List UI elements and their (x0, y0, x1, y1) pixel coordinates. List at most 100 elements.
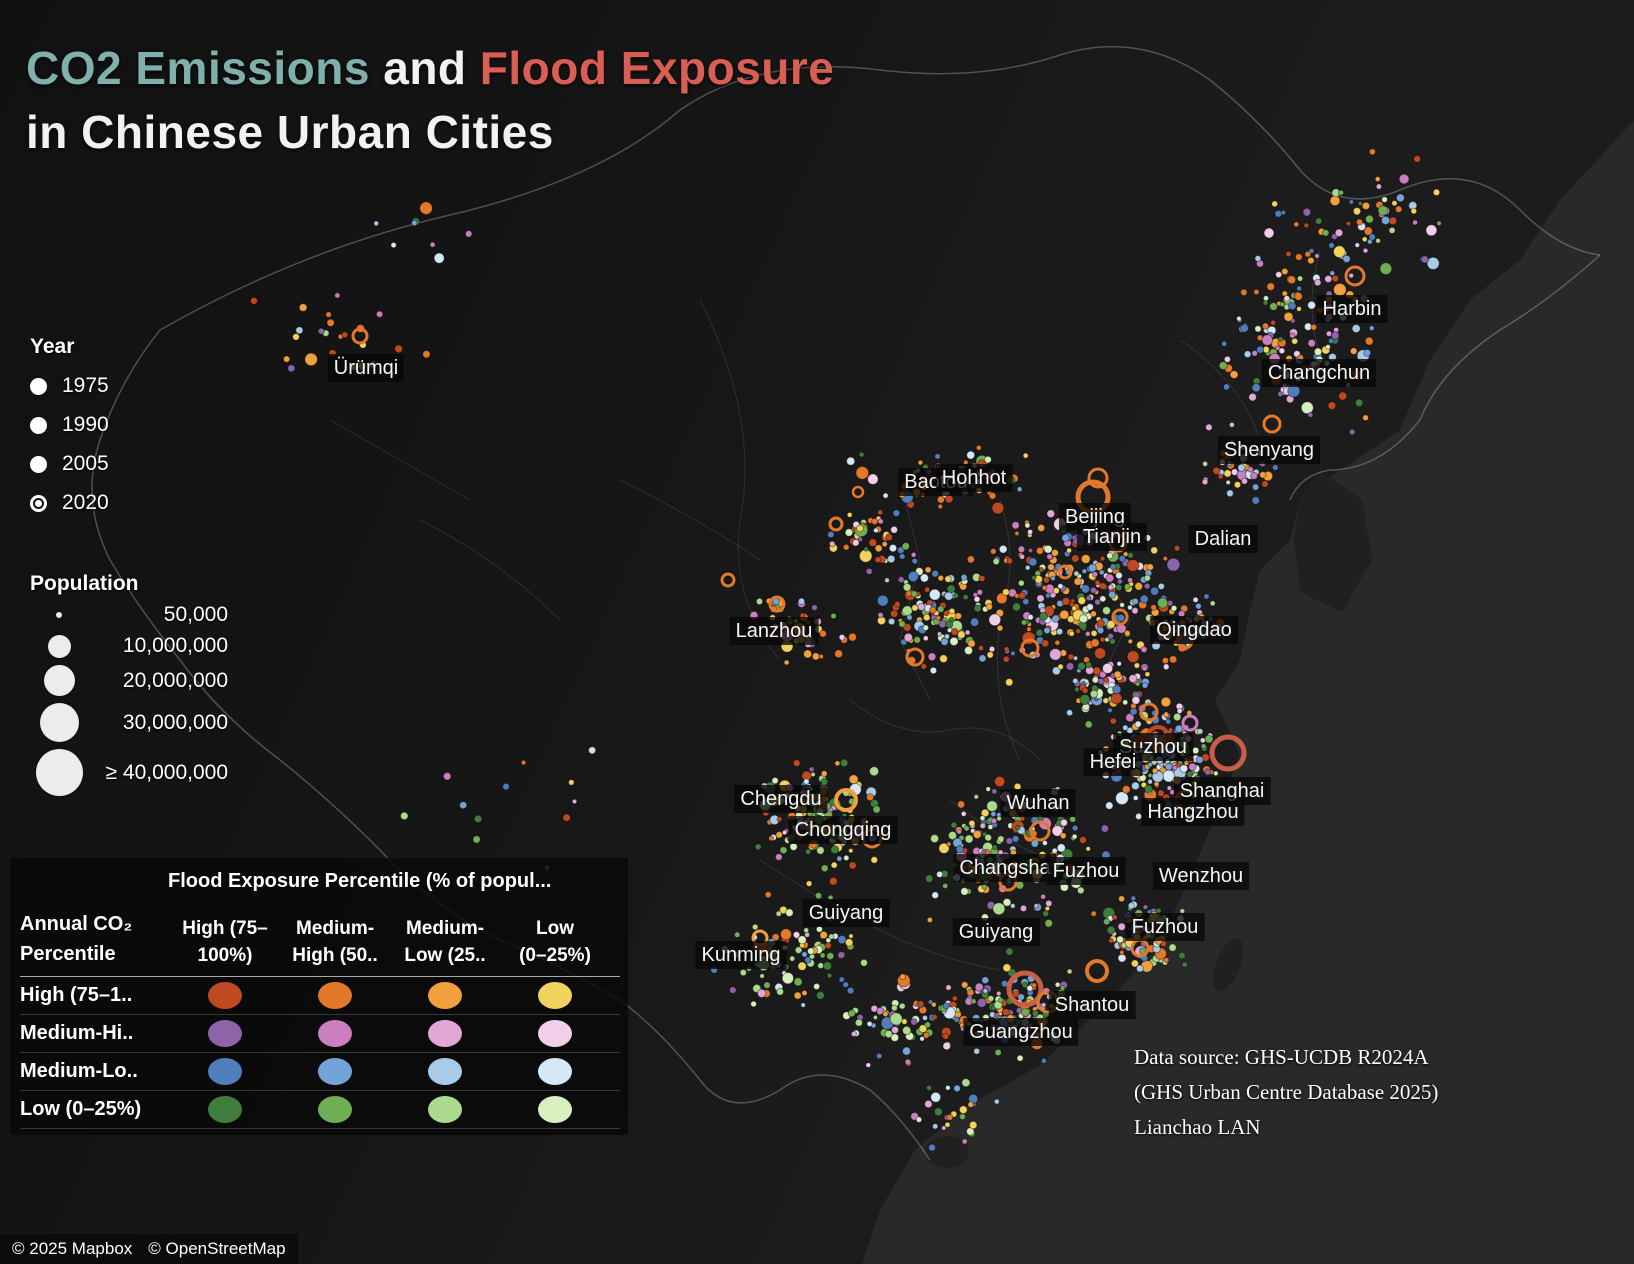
city-dot[interactable] (1141, 925, 1148, 932)
city-dot[interactable] (298, 303, 308, 312)
city-dot[interactable] (979, 815, 986, 822)
city-dot[interactable] (1277, 365, 1285, 374)
city-dot[interactable] (1005, 801, 1012, 808)
city-dot[interactable] (1028, 860, 1037, 870)
city-dot[interactable] (1009, 903, 1016, 909)
city-dot[interactable] (830, 845, 840, 855)
city-dot[interactable] (887, 617, 896, 626)
legend-swatch-r3-c2[interactable] (390, 1096, 500, 1123)
city-dot[interactable] (1262, 295, 1270, 302)
city-dot[interactable] (819, 787, 829, 796)
city-dot[interactable] (822, 961, 833, 971)
city-dot[interactable] (1081, 568, 1088, 575)
city-dot[interactable] (1147, 778, 1153, 785)
city-dot[interactable] (927, 477, 935, 485)
city-dot[interactable] (931, 569, 940, 578)
city-dot[interactable] (848, 632, 857, 642)
city-dot[interactable] (1201, 478, 1209, 486)
city-dot[interactable] (815, 807, 825, 816)
city-dot[interactable] (949, 636, 959, 647)
city-dot[interactable] (1046, 553, 1053, 561)
city-dot[interactable] (1151, 767, 1159, 775)
city-dot[interactable] (1105, 573, 1115, 583)
city-dot[interactable] (792, 931, 801, 939)
city-dot[interactable] (982, 988, 989, 994)
city-dot[interactable] (941, 1125, 947, 1131)
city-dot[interactable] (922, 1031, 930, 1039)
city-dot[interactable] (912, 488, 922, 497)
city-dot[interactable] (1118, 554, 1126, 563)
city-dot[interactable] (942, 1041, 952, 1051)
city-dot[interactable] (928, 588, 941, 601)
city-dot[interactable] (1398, 173, 1410, 185)
city-dot[interactable] (988, 491, 997, 500)
city-dot[interactable] (1071, 605, 1078, 612)
city-dot[interactable] (419, 201, 433, 215)
city-dot[interactable] (754, 843, 762, 851)
city-dot[interactable] (1240, 288, 1248, 297)
city-dot[interactable] (797, 935, 807, 945)
city-dot[interactable] (1275, 271, 1283, 279)
city-dot[interactable] (875, 1052, 883, 1060)
city-dot[interactable] (1125, 712, 1135, 723)
city-dot[interactable] (1133, 754, 1141, 762)
city-dot[interactable] (1271, 200, 1279, 208)
city-dot[interactable] (830, 612, 837, 620)
city-dot[interactable] (966, 1127, 975, 1136)
city-dot[interactable] (1185, 813, 1194, 822)
megacity-ring[interactable] (351, 327, 369, 345)
city-dot[interactable] (828, 933, 835, 940)
city-dot[interactable] (877, 611, 884, 619)
city-dot[interactable] (1099, 582, 1107, 590)
city-dot[interactable] (890, 1025, 900, 1035)
city-dot[interactable] (1365, 214, 1374, 224)
city-dot[interactable] (853, 829, 863, 839)
legend-swatch-r0-c0[interactable] (170, 982, 280, 1009)
city-dot[interactable] (1291, 337, 1299, 345)
city-dot[interactable] (784, 792, 792, 799)
city-dot[interactable] (1134, 720, 1142, 728)
city-dot[interactable] (1117, 953, 1127, 963)
city-dot[interactable] (1119, 602, 1125, 608)
city-dot[interactable] (963, 645, 974, 656)
city-dot[interactable] (1203, 593, 1210, 600)
city-dot[interactable] (906, 614, 913, 621)
radio-icon[interactable] (30, 416, 47, 434)
city-dot[interactable] (953, 1084, 961, 1093)
legend-swatch-r1-c2[interactable] (390, 1020, 500, 1047)
city-dot[interactable] (1181, 961, 1188, 968)
city-dot[interactable] (1188, 762, 1197, 772)
city-dot[interactable] (729, 986, 737, 994)
city-dot[interactable] (977, 644, 985, 652)
city-dot[interactable] (963, 476, 972, 485)
city-dot[interactable] (1102, 745, 1110, 753)
city-dot[interactable] (934, 462, 943, 470)
city-dot[interactable] (1354, 398, 1364, 408)
city-dot[interactable] (1107, 707, 1113, 714)
city-dot[interactable] (1364, 336, 1374, 346)
city-dot[interactable] (1026, 984, 1034, 992)
city-dot[interactable] (787, 833, 797, 843)
city-dot[interactable] (787, 811, 797, 821)
city-dot[interactable] (1131, 768, 1142, 779)
city-dot[interactable] (1048, 1002, 1055, 1010)
year-option-2005[interactable]: 2005 (30, 452, 109, 476)
city-dot[interactable] (1090, 610, 1097, 618)
city-dot[interactable] (1304, 250, 1312, 258)
city-dot[interactable] (913, 636, 922, 644)
city-dot[interactable] (1278, 347, 1286, 355)
city-dot[interactable] (1179, 626, 1185, 632)
city-dot[interactable] (1041, 840, 1048, 846)
city-dot[interactable] (953, 592, 960, 599)
city-dot[interactable] (1094, 598, 1102, 606)
city-dot[interactable] (1395, 193, 1405, 203)
city-dot[interactable] (1328, 242, 1335, 249)
city-dot[interactable] (520, 759, 527, 766)
city-dot[interactable] (1212, 466, 1221, 475)
city-dot[interactable] (368, 360, 378, 370)
city-dot[interactable] (806, 796, 814, 803)
city-dot[interactable] (896, 546, 905, 555)
city-dot[interactable] (980, 1029, 988, 1037)
city-dot[interactable] (1114, 758, 1124, 768)
city-dot[interactable] (1236, 315, 1242, 322)
